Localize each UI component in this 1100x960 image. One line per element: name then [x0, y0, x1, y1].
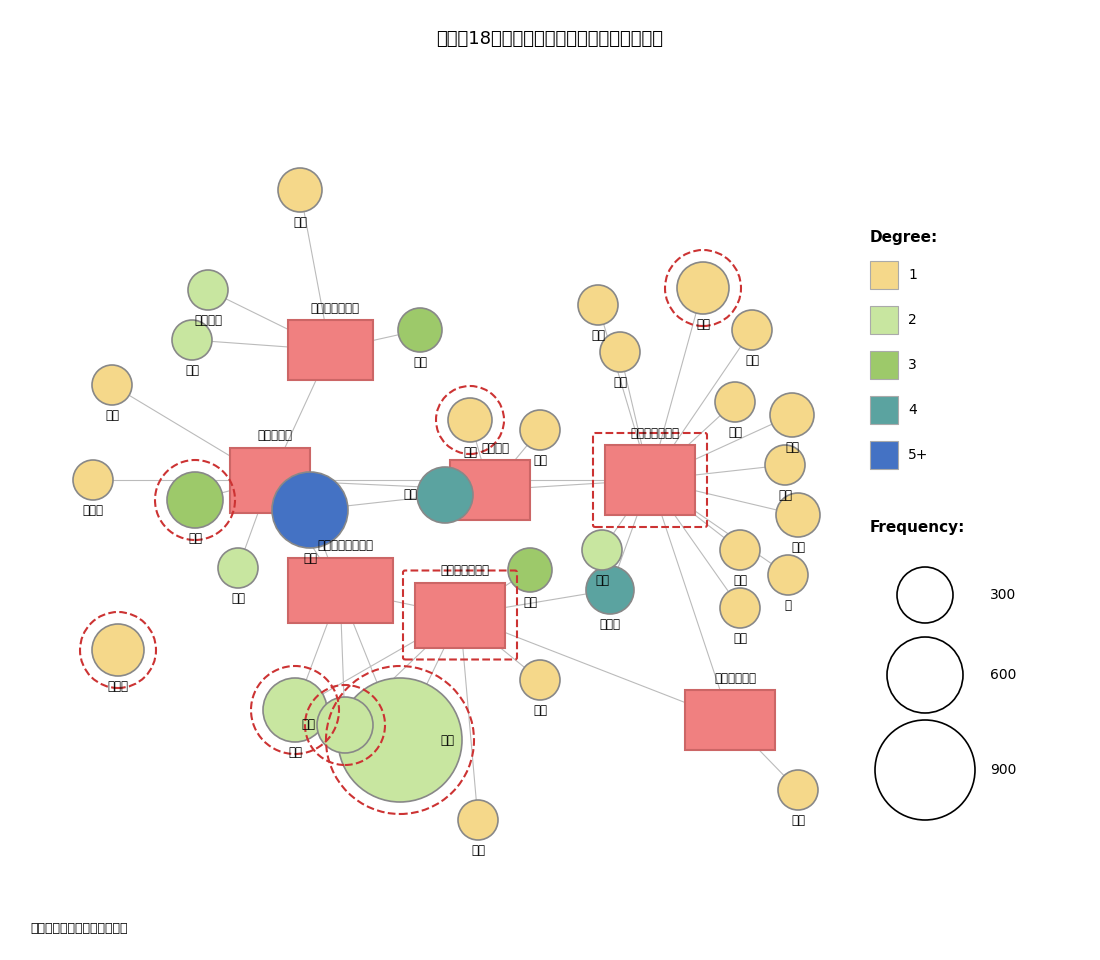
- Circle shape: [778, 770, 818, 810]
- Text: 価値: 価値: [104, 409, 119, 422]
- Text: 図表－18　戸建　単語と企機属性の結びつき: 図表－18 戸建 単語と企機属性の結びつき: [437, 30, 663, 48]
- Circle shape: [776, 493, 820, 537]
- Text: エース: エース: [82, 504, 103, 517]
- Circle shape: [676, 262, 729, 314]
- Circle shape: [720, 588, 760, 628]
- Text: 拡大: 拡大: [595, 574, 609, 587]
- FancyBboxPatch shape: [870, 351, 898, 379]
- Circle shape: [715, 382, 755, 422]
- Text: 提案: 提案: [696, 318, 710, 331]
- Text: 4: 4: [908, 403, 916, 417]
- Circle shape: [458, 800, 498, 840]
- Text: 土地: 土地: [293, 216, 307, 229]
- Text: 財閥・金融: 財閥・金融: [257, 429, 293, 442]
- FancyBboxPatch shape: [685, 690, 775, 750]
- Text: 環境: 環境: [785, 441, 799, 454]
- Text: （出所）ニッセイ基礎研究所: （出所）ニッセイ基礎研究所: [30, 922, 128, 935]
- Circle shape: [338, 678, 462, 802]
- Text: エコ: エコ: [301, 718, 315, 732]
- Text: ブランド: ブランド: [194, 314, 222, 327]
- Text: 品質: 品質: [471, 844, 485, 857]
- Text: 推進: 推進: [745, 354, 759, 367]
- FancyBboxPatch shape: [870, 306, 898, 334]
- Circle shape: [770, 393, 814, 437]
- Text: 省エネ: 省エネ: [108, 680, 129, 693]
- Text: 電鉄・インフラ: 電鉄・インフラ: [310, 302, 360, 315]
- Text: 開発: 開発: [412, 356, 427, 369]
- Circle shape: [218, 548, 258, 588]
- Text: 販売: 販売: [522, 596, 537, 609]
- Text: 建: 建: [784, 599, 792, 612]
- Text: 1: 1: [908, 268, 917, 282]
- FancyBboxPatch shape: [287, 558, 393, 622]
- Text: 付加: 付加: [463, 446, 477, 459]
- Circle shape: [167, 472, 223, 528]
- Text: ゼネコン: ゼネコン: [481, 442, 509, 455]
- Circle shape: [578, 285, 618, 325]
- Circle shape: [417, 467, 473, 523]
- Circle shape: [720, 530, 760, 570]
- Text: Degree:: Degree:: [870, 230, 938, 245]
- Circle shape: [768, 555, 808, 595]
- Circle shape: [600, 332, 640, 372]
- Text: 顧客: 顧客: [188, 532, 202, 545]
- Circle shape: [188, 270, 228, 310]
- Text: 中心: 中心: [728, 426, 743, 439]
- FancyBboxPatch shape: [870, 261, 898, 289]
- Circle shape: [92, 624, 144, 676]
- Text: 住宅: 住宅: [440, 733, 454, 747]
- Text: 300: 300: [990, 588, 1016, 602]
- Text: 対応: 対応: [791, 541, 805, 554]
- Text: エリア: エリア: [600, 618, 620, 631]
- Text: 受注: 受注: [733, 574, 747, 587]
- FancyBboxPatch shape: [287, 320, 373, 380]
- FancyBboxPatch shape: [870, 441, 898, 469]
- Text: 600: 600: [990, 668, 1016, 682]
- Circle shape: [278, 168, 322, 212]
- Text: 高い: 高い: [778, 489, 792, 502]
- Text: 展開: 展開: [591, 329, 605, 342]
- Circle shape: [520, 410, 560, 450]
- Circle shape: [172, 320, 212, 360]
- Text: 事業: 事業: [534, 454, 547, 467]
- Circle shape: [764, 445, 805, 485]
- Text: 優良: 優良: [791, 814, 805, 827]
- Text: 向上: 向上: [231, 592, 245, 605]
- Circle shape: [92, 365, 132, 405]
- Text: 訴求: 訴求: [733, 632, 747, 645]
- Circle shape: [586, 566, 634, 614]
- Text: 分譲: 分譲: [534, 704, 547, 717]
- FancyBboxPatch shape: [605, 445, 695, 515]
- Text: ハウスメーカー: ハウスメーカー: [630, 427, 680, 440]
- FancyBboxPatch shape: [450, 460, 530, 520]
- Text: 価格: 価格: [288, 746, 302, 759]
- Text: 3: 3: [908, 358, 916, 372]
- Text: 900: 900: [990, 763, 1016, 777]
- Circle shape: [398, 308, 442, 352]
- Text: 商社・製造業: 商社・製造業: [714, 672, 756, 685]
- Circle shape: [520, 660, 560, 700]
- Circle shape: [272, 472, 348, 548]
- Text: 商品: 商品: [302, 552, 317, 565]
- Text: 戦略: 戦略: [613, 376, 627, 389]
- Text: 強化: 強化: [403, 489, 417, 501]
- Circle shape: [508, 548, 552, 592]
- Circle shape: [73, 460, 113, 500]
- Circle shape: [582, 530, 621, 570]
- Circle shape: [317, 697, 373, 753]
- Text: 5+: 5+: [908, 448, 928, 462]
- FancyBboxPatch shape: [870, 396, 898, 424]
- FancyBboxPatch shape: [415, 583, 505, 647]
- Text: 供給: 供給: [185, 364, 199, 377]
- Text: 2: 2: [908, 313, 916, 327]
- Circle shape: [263, 678, 327, 742]
- Text: Frequency:: Frequency:: [870, 520, 966, 535]
- Circle shape: [732, 310, 772, 350]
- Text: 地域建設・不動産: 地域建設・不動産: [317, 539, 373, 552]
- FancyBboxPatch shape: [230, 447, 310, 513]
- Circle shape: [448, 398, 492, 442]
- Text: パワービルダー: パワービルダー: [440, 564, 490, 577]
